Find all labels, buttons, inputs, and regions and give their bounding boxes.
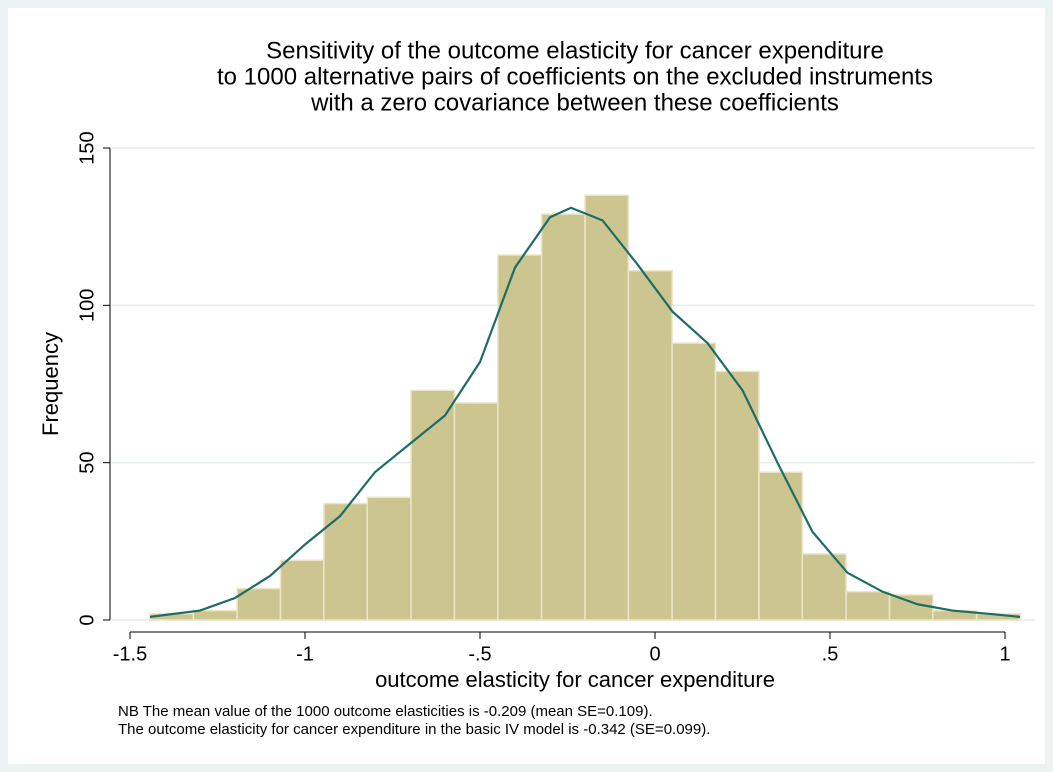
density-line bbox=[149, 206, 1021, 618]
bar bbox=[714, 370, 760, 621]
bar bbox=[236, 587, 282, 621]
bar bbox=[497, 254, 543, 621]
x-tick-label: -.5 bbox=[468, 643, 491, 665]
bar bbox=[627, 269, 673, 621]
bar bbox=[888, 594, 934, 621]
x-tick-label: -1 bbox=[296, 643, 314, 665]
note: The outcome elasticity for cancer expend… bbox=[118, 721, 710, 738]
y-tick-label: 100 bbox=[76, 289, 98, 322]
x-tick-label: -1.5 bbox=[113, 643, 147, 665]
chart-title: with a zero covariance between these coe… bbox=[310, 89, 839, 116]
x-tick-label: 1 bbox=[999, 643, 1010, 665]
bar bbox=[323, 502, 369, 621]
y-axis-label: Frequency bbox=[38, 332, 63, 436]
x-tick-label: 0 bbox=[649, 643, 660, 665]
bar bbox=[366, 496, 412, 621]
y-tick-label: 0 bbox=[76, 614, 98, 625]
bar bbox=[540, 213, 586, 621]
bar bbox=[279, 559, 325, 621]
chart-title: to 1000 alternative pairs of coefficient… bbox=[217, 63, 933, 90]
bar bbox=[192, 609, 238, 621]
y-tick-label: 150 bbox=[76, 131, 98, 164]
x-tick-label: .5 bbox=[822, 643, 839, 665]
bar bbox=[758, 471, 804, 621]
x-axis-label: outcome elasticity for cancer expenditur… bbox=[375, 667, 775, 692]
bar bbox=[801, 553, 847, 621]
chart-title: Sensitivity of the outcome elasticity fo… bbox=[266, 37, 884, 64]
bar bbox=[453, 402, 499, 621]
bar bbox=[584, 194, 630, 621]
bar bbox=[671, 342, 717, 621]
note: NB The mean value of the 1000 outcome el… bbox=[118, 703, 653, 720]
y-tick-label: 50 bbox=[76, 452, 98, 474]
bar bbox=[845, 590, 891, 621]
